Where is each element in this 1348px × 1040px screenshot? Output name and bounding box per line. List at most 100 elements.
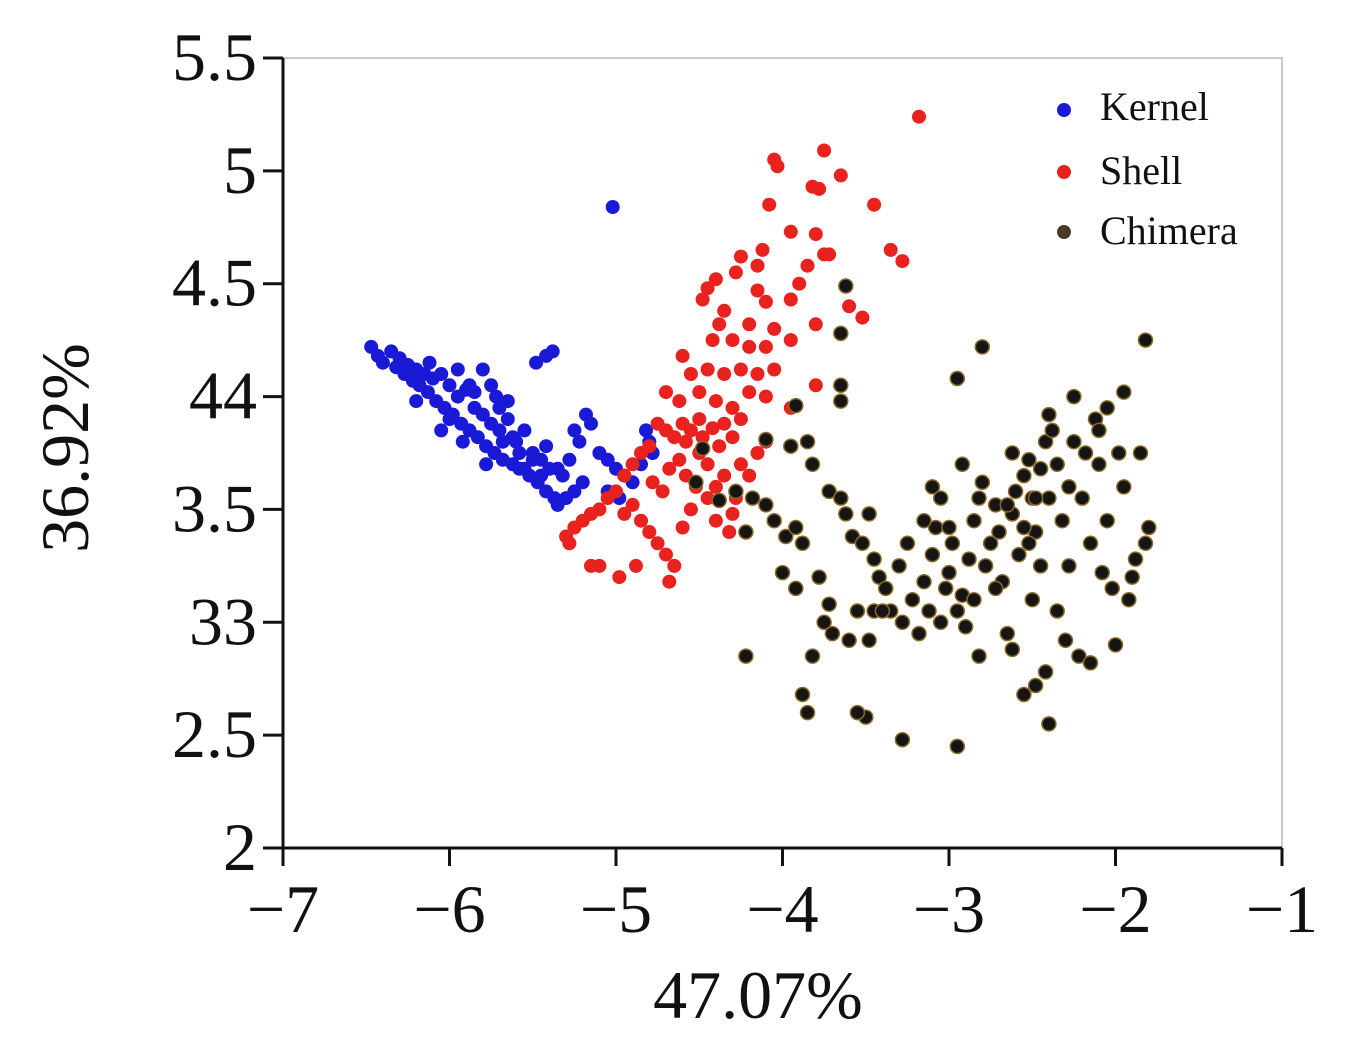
point-chimera: [1137, 332, 1154, 348]
point-kernel: [475, 362, 490, 377]
x-axis-title: 47.07%: [653, 957, 863, 1033]
point-shell: [708, 394, 723, 409]
point-chimera: [1004, 445, 1021, 461]
point-shell: [700, 457, 715, 472]
point-shell: [712, 439, 727, 454]
point-shell: [634, 446, 648, 460]
point-chimera: [778, 528, 794, 545]
point-chimera: [911, 625, 927, 642]
point-chimera: [833, 490, 849, 506]
point-kernel: [600, 452, 615, 467]
point-shell: [867, 197, 882, 212]
point-chimera: [1016, 519, 1032, 536]
point-chimera: [1099, 512, 1115, 529]
point-chimera: [1049, 603, 1065, 619]
point-shell: [700, 281, 715, 296]
point-chimera: [1044, 422, 1060, 439]
point-chimera: [1049, 456, 1065, 473]
point-chimera: [1074, 490, 1090, 506]
axis-ticks: −7 −6 −5 −4 −3 −2 −1 2 2.5 33 3.5 44 4.5 5 5.5: [172, 19, 1318, 947]
point-chimera: [1032, 461, 1049, 477]
point-kernel: [492, 400, 507, 415]
point-shell: [728, 265, 743, 280]
point-chimera: [949, 603, 966, 619]
x-tick-label: −5: [580, 871, 652, 947]
point-chimera: [904, 591, 921, 608]
point-chimera: [977, 558, 994, 574]
point-chimera: [874, 603, 891, 619]
point-chimera: [1141, 519, 1157, 536]
point-kernel: [475, 407, 490, 422]
point-chimera: [1099, 400, 1115, 416]
point-kernel: [539, 348, 554, 363]
point-chimera: [1066, 388, 1082, 405]
point-chimera: [794, 535, 811, 552]
point-chimera: [1032, 558, 1049, 574]
point-shell: [833, 168, 848, 183]
point-shell: [725, 333, 740, 348]
point-shell: [722, 525, 737, 539]
point-chimera: [924, 546, 941, 563]
point-chimera: [944, 535, 961, 552]
legend-marker-kernel: [1057, 103, 1071, 117]
point-chimera: [899, 535, 916, 552]
point-shell: [725, 400, 740, 415]
point-chimera: [1124, 569, 1140, 585]
point-chimera: [966, 512, 982, 529]
point-chimera: [1007, 483, 1024, 500]
point-shell: [683, 367, 698, 381]
point-chimera: [961, 551, 977, 567]
point-chimera: [1116, 384, 1132, 400]
y-tick-label: 33: [189, 583, 257, 659]
point-shell: [733, 362, 748, 377]
point-chimera: [866, 551, 882, 567]
point-shell: [750, 367, 765, 381]
point-shell: [672, 394, 687, 409]
point-chimera: [1071, 648, 1087, 664]
point-shell: [617, 506, 632, 521]
point-chimera: [1127, 551, 1144, 567]
point-chimera: [738, 648, 754, 664]
point-shell: [817, 143, 832, 158]
point-chimera: [1137, 535, 1154, 552]
point-chimera: [811, 569, 827, 585]
point-shell: [750, 258, 765, 273]
point-chimera: [833, 393, 849, 409]
point-shell: [667, 558, 682, 573]
point-chimera: [1041, 406, 1057, 423]
point-shell: [717, 367, 732, 381]
point-kernel: [479, 457, 494, 472]
point-chimera: [1016, 686, 1032, 703]
point-chimera: [849, 704, 866, 721]
point-shell: [708, 513, 723, 528]
point-shell: [725, 506, 740, 521]
point-shell: [808, 317, 823, 332]
x-tick-label: −3: [913, 871, 985, 947]
point-shell: [895, 254, 910, 269]
point-chimera: [1037, 433, 1054, 450]
point-chimera: [1027, 677, 1044, 694]
point-chimera: [916, 573, 932, 590]
point-kernel: [584, 416, 598, 431]
point-shell: [792, 276, 807, 291]
point-chimera: [966, 591, 982, 608]
point-shell: [750, 446, 765, 460]
point-chimera: [788, 397, 804, 414]
point-shell: [645, 475, 660, 490]
point-chimera: [849, 603, 866, 619]
point-shell: [659, 385, 673, 400]
point-chimera: [1041, 716, 1057, 732]
series-kernel: [364, 200, 660, 512]
point-chimera: [711, 492, 727, 509]
point-shell: [683, 423, 698, 438]
point-chimera: [821, 483, 837, 500]
point-chimera: [1121, 591, 1137, 608]
point-chimera: [1021, 452, 1037, 468]
point-shell: [750, 283, 765, 298]
point-shell: [705, 421, 720, 436]
point-chimera: [937, 580, 954, 597]
point-chimera: [871, 569, 887, 585]
point-shell: [717, 416, 732, 431]
point-chimera: [794, 686, 811, 703]
point-chimera: [1082, 655, 1099, 671]
